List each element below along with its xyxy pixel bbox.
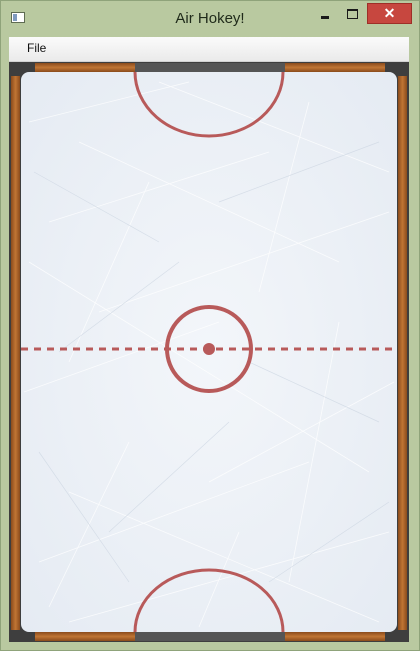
bottom-goal [135, 632, 285, 641]
ice-scratches [23, 81, 395, 628]
menu-bar: File [9, 37, 409, 62]
air-hockey-table[interactable] [9, 62, 409, 642]
top-left-wood-border [35, 63, 135, 72]
close-icon: ✕ [383, 5, 396, 21]
menu-file[interactable]: File [27, 41, 47, 55]
top-right-wood-border [285, 63, 385, 72]
app-icon[interactable] [11, 12, 25, 23]
right-wood-border [398, 76, 407, 630]
maximize-button[interactable] [340, 4, 364, 24]
bottom-goal-crease [133, 568, 285, 633]
bottom-left-wood-border [35, 632, 135, 641]
center-circle [165, 305, 253, 393]
minimize-button[interactable] [313, 4, 337, 24]
window-title: Air Hokey! [175, 10, 245, 27]
rink-canvas[interactable] [9, 62, 409, 642]
title-bar[interactable]: Air Hokey! ✕ [1, 1, 419, 34]
minimize-icon [321, 15, 329, 19]
bottom-right-wood-border [285, 632, 385, 641]
maximize-icon [346, 9, 358, 19]
close-button[interactable]: ✕ [367, 3, 412, 24]
top-goal [135, 63, 285, 72]
left-wood-border [11, 76, 20, 630]
center-dot [203, 343, 215, 355]
top-goal-crease [133, 71, 285, 138]
